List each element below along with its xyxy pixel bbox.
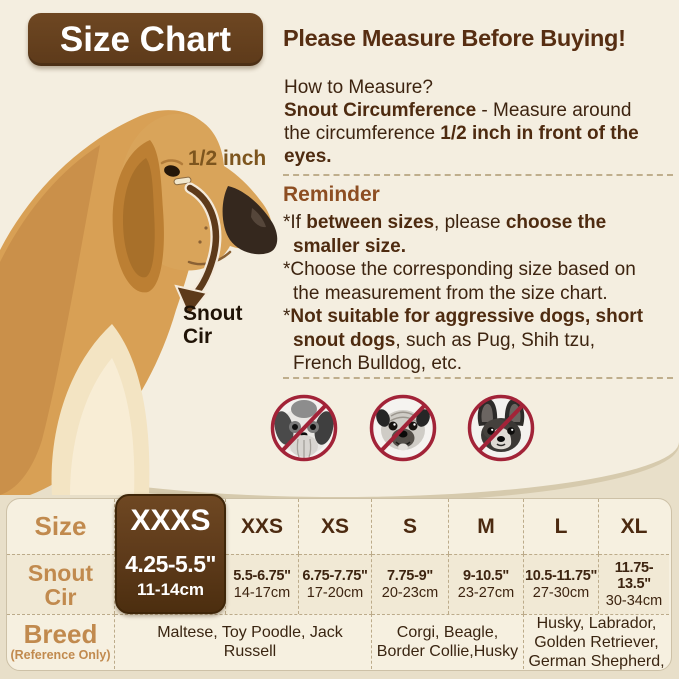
highlighted-size-xxxs-badge: XXXS 4.25-5.5" 11-14cm bbox=[115, 494, 226, 614]
breed-row-label: Breed (Reference Only) bbox=[7, 614, 115, 669]
how-to-text: Snout Circumference - Measure around the… bbox=[284, 99, 644, 168]
reminder-item-1: *If between sizes, please choose the sma… bbox=[283, 212, 607, 257]
half-inch-tick-icon bbox=[173, 176, 192, 186]
size-row-label: Size bbox=[7, 499, 115, 554]
how-to-bold-detail: 1/2 inch in front of the eyes. bbox=[284, 123, 639, 167]
snout-cell-s: 7.75-9" 20-23cm bbox=[372, 554, 449, 614]
headline: Please Measure Before Buying! bbox=[283, 25, 626, 51]
how-to-title: How to Measure? bbox=[284, 77, 433, 98]
half-inch-label: 1/2 inch bbox=[188, 147, 267, 170]
badge-inches: 4.25-5.5" bbox=[125, 551, 216, 577]
size-header-xl: XL bbox=[620, 514, 648, 538]
measure-arrow-icon bbox=[174, 182, 222, 318]
size-chart-title-badge: Size Chart bbox=[28, 13, 263, 66]
reminder-item-2: *Choose the corresponding size based on … bbox=[283, 259, 636, 304]
size-header-xxs: XXS bbox=[226, 499, 299, 554]
breed-group-small: Maltese, Toy Poodle, Jack Russell bbox=[115, 614, 372, 669]
badge-size: XXXS bbox=[130, 504, 211, 537]
reminder-item-3: *Not suitable for aggressive dogs, short… bbox=[283, 306, 644, 374]
how-to-bold-term: Snout Circumference bbox=[284, 100, 477, 121]
no-french-bulldog-icon bbox=[467, 394, 535, 462]
reminder-title: Reminder bbox=[283, 183, 380, 206]
size-header-l: L bbox=[524, 499, 599, 554]
no-pug-icon bbox=[369, 394, 437, 462]
no-shih-tzu-icon bbox=[270, 394, 338, 462]
breed-group-large: Husky, Labrador, Golden Retriever, Germa… bbox=[524, 614, 669, 670]
dashed-divider-bottom bbox=[283, 377, 673, 379]
golden-retriever-photo bbox=[0, 110, 278, 495]
dashed-divider-top bbox=[283, 174, 673, 176]
snout-cell-l: 10.5-11.75" 27-30cm bbox=[524, 554, 599, 614]
snout-cell-xs: 6.75-7.75" 17-20cm bbox=[299, 554, 372, 614]
snout-cir-label: Snout Cir bbox=[183, 302, 243, 348]
size-header-m: M bbox=[449, 499, 524, 554]
size-table: Size XXS XS S M L XL Snout Cir 5.5-6.75"… bbox=[6, 498, 672, 671]
how-to-measure-section: How to Measure? Snout Circumference - Me… bbox=[284, 76, 644, 168]
reminder-list: *If between sizes, please choose the sma… bbox=[283, 211, 651, 376]
badge-cm: 11-14cm bbox=[136, 580, 205, 599]
snout-cell-m: 9-10.5" 23-27cm bbox=[449, 554, 524, 614]
breed-group-medium: Corgi, Beagle, Border Collie,Husky bbox=[372, 614, 524, 669]
snout-row-label: Snout Cir bbox=[7, 554, 115, 614]
snout-cell-xl: 11.75-13.5" 30-34cm bbox=[599, 554, 669, 614]
snout-cell-xxs: 5.5-6.75" 14-17cm bbox=[226, 554, 299, 614]
how-to-mid-text: - Measure around the circumference bbox=[284, 100, 632, 144]
size-header-xs: XS bbox=[299, 499, 372, 554]
size-chart-title: Size Chart bbox=[59, 19, 232, 59]
size-header-s: S bbox=[372, 499, 449, 554]
